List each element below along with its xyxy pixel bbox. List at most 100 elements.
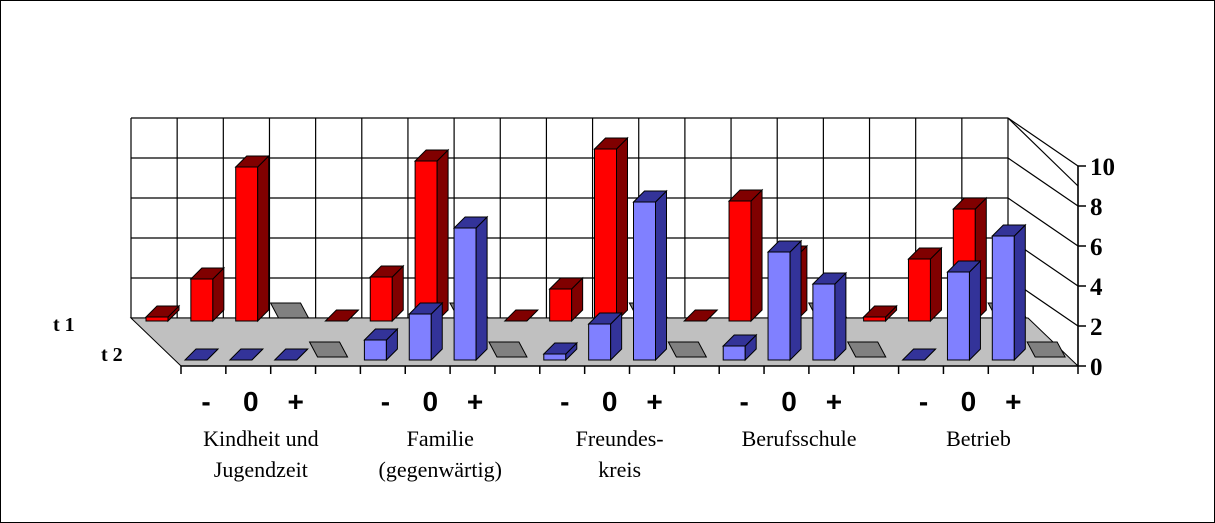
- sub-category-label: +: [826, 386, 842, 417]
- bar-t1-top: [952, 197, 988, 210]
- group-label: Berufsschule: [742, 426, 857, 451]
- bar-t2-top: [766, 240, 803, 253]
- series-label-t1: t 1: [53, 314, 75, 336]
- bar-t2-top: [273, 348, 309, 361]
- sub-category-label: +: [1005, 386, 1021, 417]
- sub-category-label: 0: [781, 386, 797, 417]
- floor-stripe: [308, 341, 349, 358]
- bar-t2-front: [767, 251, 791, 361]
- bar-t1-front: [369, 276, 393, 322]
- bar-t1-front: [190, 278, 214, 322]
- bar-t2-side: [789, 239, 802, 362]
- sub-category-label: -: [919, 386, 928, 417]
- bar-t2-front: [633, 201, 656, 361]
- group-label: Familie: [407, 426, 474, 451]
- bar-t1-side: [929, 246, 942, 323]
- y-tick-label: 8: [1090, 194, 1103, 221]
- bar-t2-front: [408, 313, 432, 361]
- bar-t1-top: [234, 155, 270, 168]
- bar-t1-top: [189, 267, 226, 280]
- floor-stripe: [1026, 341, 1066, 358]
- bar-t2-top: [363, 328, 399, 341]
- gridline-side: [1007, 157, 1079, 207]
- bar-t2-top: [901, 348, 937, 361]
- bar-t1-front: [145, 316, 169, 322]
- bar-t1-top: [682, 309, 719, 322]
- bar-t2-front: [991, 235, 1015, 361]
- sub-category-label: 0: [961, 386, 977, 417]
- bar-t2-top: [542, 342, 579, 355]
- sub-category-label: -: [740, 386, 749, 417]
- bar-t2-top: [408, 302, 444, 315]
- y-tick-label: 6: [1090, 234, 1103, 261]
- bar-t1-side: [616, 136, 628, 323]
- bar-t2-top: [946, 260, 982, 273]
- bar-t1-top: [324, 309, 360, 322]
- y-tick-label: 2: [1090, 314, 1103, 341]
- bar-t2-side: [1013, 223, 1026, 362]
- bar-t1-top: [369, 265, 405, 278]
- bar-t2-front: [812, 283, 836, 361]
- floor-stripe: [269, 302, 310, 319]
- bar-t2-side: [834, 271, 847, 362]
- group-label: (gegenwärtig): [379, 457, 502, 482]
- bar-t1-top: [727, 189, 764, 202]
- bar-t2-front: [543, 353, 567, 361]
- sub-category-label: 0: [422, 386, 438, 417]
- bar-t1-front: [414, 160, 438, 322]
- bar-t1-front: [863, 316, 887, 322]
- bar-t1-front: [728, 200, 752, 322]
- bar-t2-front: [722, 345, 746, 361]
- bar-t2-side: [968, 259, 981, 362]
- gridline-side: [1007, 117, 1079, 167]
- group-label: Freundes-: [576, 426, 664, 451]
- bar-t1-top: [862, 305, 898, 318]
- bar-t2-front: [453, 227, 477, 361]
- bar-t2-top: [587, 312, 623, 325]
- bar-t1-top: [144, 305, 181, 318]
- y-tick-label: 0: [1090, 354, 1103, 381]
- bar-t1-side: [436, 148, 449, 323]
- bar-t2-top: [228, 348, 265, 361]
- bar-t2-side: [475, 215, 488, 362]
- group-label: kreis: [598, 457, 641, 482]
- sub-category-label: -: [201, 386, 210, 417]
- gridline-side: [1007, 197, 1079, 247]
- group-label: Kindheit und: [203, 426, 319, 451]
- bar-t1-side: [257, 154, 270, 323]
- floor-stripe: [846, 341, 887, 358]
- bar-t1-top: [593, 137, 629, 150]
- y-tick-label: 4: [1090, 274, 1103, 301]
- sub-category-label: +: [467, 386, 483, 417]
- bar-t2-top: [452, 216, 489, 229]
- group-label: Jugendzeit: [214, 457, 308, 482]
- group-label: Betrieb: [946, 426, 1011, 451]
- sub-category-label: 0: [602, 386, 618, 417]
- bar-t1-side: [750, 188, 763, 323]
- bar-t2-top: [632, 190, 668, 203]
- bar-t1-top: [503, 309, 540, 322]
- bar-t2-top: [811, 272, 848, 285]
- floor-stripe: [488, 341, 528, 358]
- bar-t1-top: [548, 277, 584, 290]
- sub-category-label: 0: [243, 386, 259, 417]
- y-tick-label: 10: [1090, 154, 1115, 181]
- bar-t2-top: [183, 348, 220, 361]
- bar-t1-top: [907, 247, 943, 260]
- bar-t1-top: [413, 149, 450, 162]
- series-label-t2: t 2: [101, 344, 123, 366]
- side-wall-top: [1007, 117, 1079, 187]
- bar-t1-front: [907, 258, 931, 322]
- sub-category-label: +: [646, 386, 662, 417]
- bar-t2-front: [946, 271, 970, 361]
- bar-t1-front: [549, 288, 573, 322]
- bar-t1-front: [235, 166, 259, 322]
- bar-t2-top: [991, 224, 1027, 237]
- bar-t2-side: [655, 189, 667, 362]
- bar-t2-top: [721, 334, 758, 347]
- bar-t2-front: [363, 339, 387, 361]
- floor-stripe: [667, 341, 708, 358]
- sub-category-label: +: [288, 386, 304, 417]
